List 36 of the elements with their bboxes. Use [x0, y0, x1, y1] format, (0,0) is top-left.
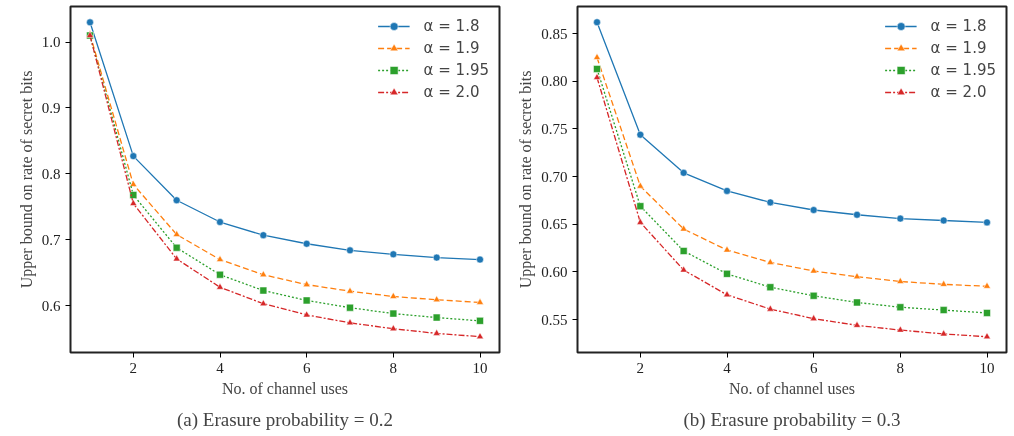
legend-label: α = 1.95	[423, 61, 489, 79]
y-axis-title: Upper bound on rate of secret bits	[17, 70, 36, 289]
x-tick-label: 8	[896, 359, 905, 376]
x-tick-label: 2	[636, 359, 645, 376]
y-tick-label: 0.65	[541, 216, 568, 233]
text: (b) Erasure probability = 0.3	[683, 408, 901, 431]
legend-label: α = 1.9	[423, 39, 480, 57]
legend-label: α = 1.8	[930, 17, 987, 35]
y-tick-label: 0.70	[541, 168, 568, 185]
y-axis-title: Upper bound on rate of secret bits	[517, 70, 536, 289]
y-tick-label: 0.85	[541, 25, 568, 42]
x-axis-title: No. of channel uses	[728, 379, 856, 397]
text: (a) Erasure probability = 0.2	[177, 408, 393, 431]
y-tick-label: 0.55	[541, 311, 568, 328]
x-tick-label: 10	[979, 359, 995, 376]
legend-label: α = 2.0	[930, 83, 987, 101]
x-tick-label: 6	[302, 359, 311, 376]
legend-label: α = 1.8	[423, 17, 480, 35]
x-tick-label: 8	[389, 359, 398, 376]
x-tick-label: 4	[216, 359, 225, 376]
y-tick-label: 0.7	[41, 231, 61, 248]
y-tick-label: 0.75	[541, 120, 568, 137]
x-tick-label: 10	[472, 359, 488, 376]
x-tick-label: 6	[809, 359, 818, 376]
y-tick-label: 0.6	[41, 297, 61, 314]
y-tick-label: 0.60	[541, 263, 568, 280]
legend-label: α = 1.9	[930, 39, 987, 57]
legend-label: α = 2.0	[423, 83, 480, 101]
y-tick-label: 0.9	[41, 99, 61, 116]
legend-label: α = 1.95	[930, 61, 996, 79]
y-tick-label: 0.8	[41, 165, 61, 182]
x-tick-label: 2	[129, 359, 138, 376]
x-axis-title: No. of channel uses	[221, 379, 349, 397]
y-tick-label: 0.80	[541, 73, 568, 90]
y-tick-label: 1.0	[41, 34, 61, 51]
x-tick-label: 4	[723, 359, 732, 376]
